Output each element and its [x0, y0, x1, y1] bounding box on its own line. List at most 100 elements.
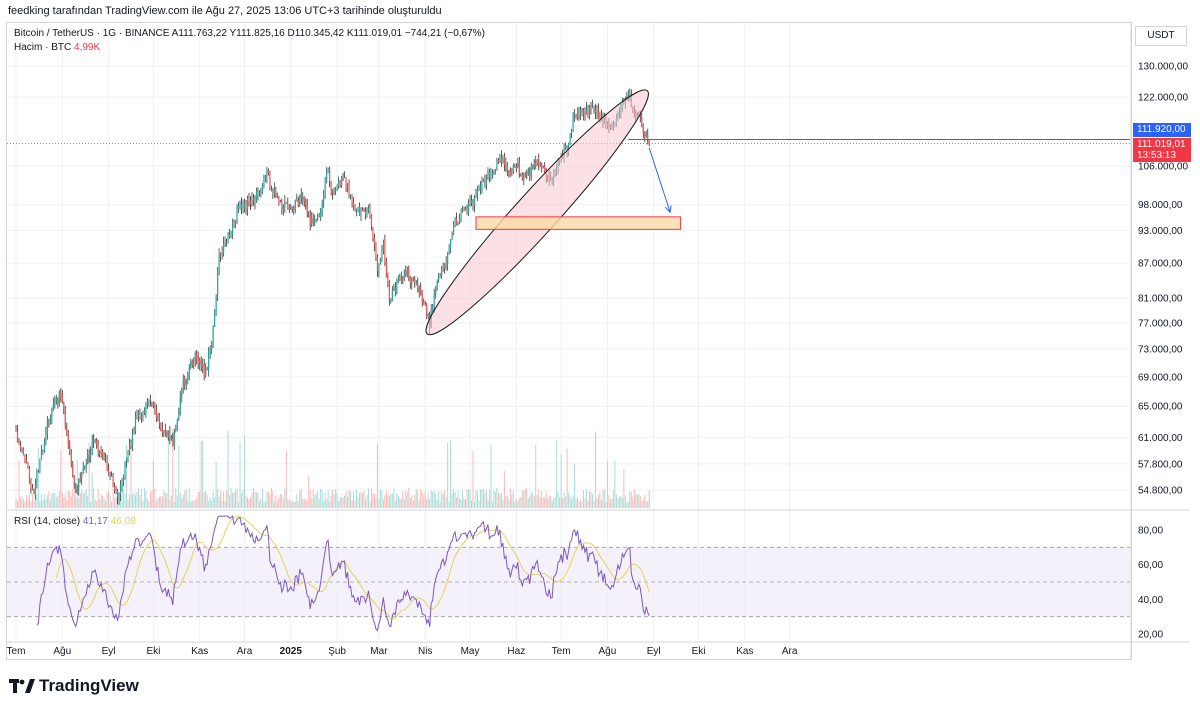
volume-bar	[108, 490, 110, 508]
volume-bar	[357, 497, 359, 508]
volume-bar	[644, 494, 646, 508]
volume-bar	[438, 490, 440, 508]
volume-bar	[638, 493, 640, 508]
candle-body	[376, 257, 379, 271]
volume-bar	[505, 496, 507, 508]
volume-bar	[342, 497, 344, 508]
currency-selector[interactable]: USDT	[1135, 26, 1187, 46]
candle-body	[517, 163, 519, 167]
volume-bar	[88, 442, 90, 508]
candle-body	[115, 489, 117, 493]
volume-bar	[318, 498, 320, 508]
volume-bar	[590, 492, 592, 508]
candle-body	[641, 117, 643, 124]
candle-body	[306, 205, 308, 213]
candle-body	[533, 163, 535, 166]
candle-body	[261, 184, 264, 193]
candle-body	[523, 174, 525, 180]
volume-bar	[188, 488, 190, 508]
volume-bar	[526, 488, 528, 508]
volume-bar	[471, 500, 473, 508]
candle-body	[248, 198, 250, 202]
candle-body	[367, 207, 370, 212]
volume-bar	[40, 494, 42, 508]
volume-bar	[326, 498, 328, 508]
volume-bar	[605, 501, 607, 508]
tradingview-logo[interactable]: TradingView	[9, 676, 139, 696]
volume-bar	[84, 491, 86, 508]
volume-bar	[583, 489, 585, 508]
candle-body	[327, 169, 329, 174]
volume-bar	[160, 496, 162, 508]
volume-bar	[367, 488, 369, 508]
candle-body	[403, 271, 405, 280]
volume-bar	[566, 448, 568, 508]
candle-body	[570, 131, 573, 133]
volume-bar	[603, 489, 605, 508]
symbol-label[interactable]: Bitcoin / TetherUS · 1G · BINANCE	[14, 28, 170, 39]
volume-bar	[412, 500, 414, 508]
candle-body	[206, 368, 208, 370]
candle-body	[352, 203, 355, 207]
volume-bar	[70, 496, 72, 508]
volume-bar	[327, 489, 329, 508]
volume-bar	[249, 497, 251, 508]
volume-bar	[396, 492, 398, 508]
price-tick-label: 69.000,00	[1138, 372, 1183, 383]
candle-body	[287, 204, 289, 210]
volume-label[interactable]: Hacim · BTC	[14, 42, 72, 53]
volume-bar	[339, 497, 341, 508]
rsi-label[interactable]: RSI (14, close)	[14, 516, 81, 527]
candle-body	[233, 221, 235, 227]
candle-body	[267, 169, 270, 174]
candle-body	[408, 270, 410, 277]
volume-bar	[43, 493, 45, 508]
change-value: −744,21 (−0,67%)	[404, 28, 485, 39]
volume-bar	[572, 495, 574, 508]
volume-bar	[161, 496, 163, 508]
volume-bar	[285, 450, 287, 508]
volume-bar	[639, 496, 641, 508]
candle-body	[332, 190, 334, 194]
volume-bar	[535, 444, 537, 508]
tradingview-logo-icon	[9, 679, 35, 693]
volume-bar	[366, 495, 368, 508]
volume-bar	[430, 490, 432, 508]
candle-body	[137, 415, 140, 416]
volume-bar	[224, 500, 226, 508]
volume-bar	[397, 496, 399, 508]
volume-bar	[591, 493, 593, 508]
volume-bar	[197, 491, 199, 508]
candle-body	[388, 282, 390, 300]
volume-bar	[375, 497, 377, 508]
candle-body	[209, 348, 211, 354]
candle-body	[427, 314, 429, 317]
volume-bar	[530, 491, 532, 508]
candle-body	[448, 248, 450, 252]
volume-bar	[140, 488, 142, 508]
candle-body	[346, 183, 349, 189]
volume-bar	[164, 492, 166, 508]
candle-body	[454, 218, 456, 224]
candle-body	[396, 279, 398, 293]
candle-body	[55, 398, 57, 401]
candle-body	[202, 364, 204, 367]
price-tick-label: 93.000,00	[1138, 226, 1183, 237]
volume-bar	[218, 496, 220, 508]
candle-body	[234, 220, 237, 226]
candle-body	[133, 432, 135, 435]
volume-bar	[227, 430, 229, 508]
volume-bar	[109, 495, 111, 508]
volume-bar	[102, 495, 104, 508]
candle-body	[79, 478, 81, 480]
volume-bar	[258, 501, 260, 508]
volume-bar	[136, 491, 138, 508]
candle-body	[494, 169, 497, 174]
volume-bar	[100, 493, 102, 508]
volume-bar	[305, 499, 307, 508]
candle-body	[379, 259, 382, 263]
candle-body	[152, 402, 155, 406]
candle-body	[33, 490, 35, 494]
last-price-value: 111.019,01	[1137, 139, 1186, 150]
